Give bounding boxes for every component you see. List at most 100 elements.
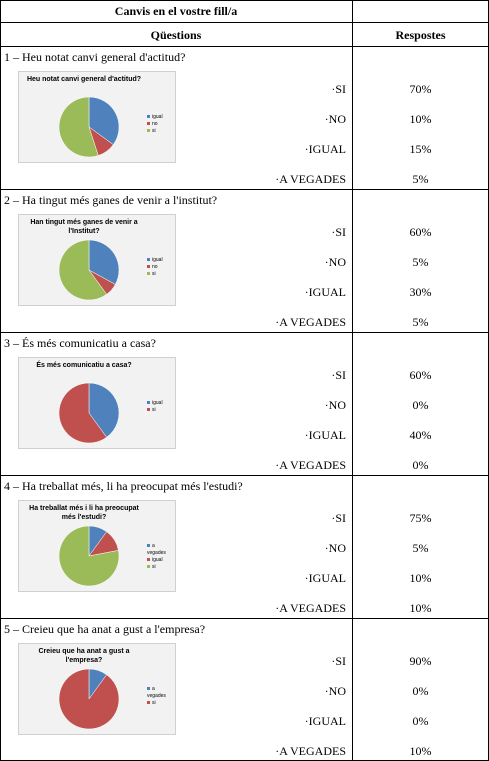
answer-label: ·NO [324, 398, 346, 412]
answer-label: ·IGUAL [304, 142, 346, 156]
border [0, 332, 489, 333]
answer-label: ·IGUAL [304, 571, 346, 585]
legend: igual no si [147, 114, 163, 135]
answer-label: ·SI [331, 511, 346, 525]
pie-slice [58, 96, 99, 158]
pie-chart [58, 525, 120, 587]
answer-value: 10% [409, 744, 432, 758]
legend-swatch [147, 129, 150, 132]
answer-label: ·IGUAL [304, 285, 346, 299]
answer-value: 10% [409, 571, 432, 585]
pie-slice [58, 382, 107, 444]
legend-swatch [147, 544, 150, 547]
pie-chart [58, 668, 120, 730]
column-header: Qüestions [150, 28, 202, 42]
question: 3 – És més comunicatiu a casa? [4, 336, 156, 350]
answer-value: 10% [409, 112, 432, 126]
answer-label: ·SI [331, 82, 346, 96]
legend-swatch [147, 258, 150, 261]
answer-value: 0% [412, 714, 429, 728]
answer-label: ·A VEGADES [275, 601, 346, 615]
answer-value: 30% [409, 285, 432, 299]
pie-slice [58, 668, 120, 730]
column-header: Respostes [395, 28, 446, 42]
chart: Ha treballat més i li ha preocupat més l… [18, 500, 176, 592]
answer-label: ·SI [331, 654, 346, 668]
legend-entry: si [147, 407, 163, 414]
legend-label: si [152, 564, 156, 570]
legend-entry: igual [147, 557, 175, 564]
answer-label: ·IGUAL [304, 428, 346, 442]
answer-value: 5% [412, 315, 429, 329]
legend-entry: si [147, 700, 175, 707]
chart: Heu notat canvi general d'actitud? igual n… [18, 71, 176, 163]
legend-entry: igual [147, 400, 163, 407]
question: 4 – Ha treballat més, li ha preocupat mé… [4, 479, 243, 493]
answer-value: 5% [412, 255, 429, 269]
legend-swatch [147, 687, 150, 690]
answer-label: ·A VEGADES [275, 458, 346, 472]
legend: a vegades igual si [147, 543, 175, 571]
legend-label: igual [152, 114, 163, 120]
answer-label: ·NO [324, 684, 346, 698]
chart-title: Han tingut més ganes de venir a l'Instit… [30, 219, 138, 235]
chart: És més comunicatiu a casa? igual si [18, 357, 176, 449]
border [0, 0, 1, 761]
question: 2 – Ha tingut més ganes de venir a l'ins… [4, 193, 218, 207]
legend-label: no [152, 121, 158, 127]
answer-label: ·NO [324, 541, 346, 555]
legend-entry: a vegades [147, 686, 175, 700]
legend: igual no si [147, 257, 163, 278]
legend: igual si [147, 400, 163, 414]
answer-value: 75% [409, 511, 432, 525]
legend-swatch [147, 565, 150, 568]
legend-label: igual [152, 400, 163, 406]
border [0, 618, 489, 619]
answer-value: 70% [409, 82, 432, 96]
answer-value: 60% [409, 225, 432, 239]
legend-entry: no [147, 121, 163, 128]
legend-label: no [152, 264, 158, 270]
question: 1 – Heu notat canvi general d'actitud? [4, 50, 186, 64]
question: 5 – Creieu que ha anat a gust a l'empres… [4, 622, 206, 636]
answer-value: 40% [409, 428, 432, 442]
answer-value: 5% [412, 172, 429, 186]
answer-value: 15% [409, 142, 432, 156]
border [0, 22, 489, 23]
legend-entry: igual [147, 114, 163, 121]
answer-value: 60% [409, 368, 432, 382]
legend-swatch [147, 408, 150, 411]
chart-title: Ha treballat més i li ha preocupat més l… [29, 505, 139, 521]
legend-entry: a vegades [147, 543, 175, 557]
answer-value: 0% [412, 398, 429, 412]
answer-label: ·NO [324, 255, 346, 269]
border [352, 0, 353, 761]
answer-label: ·A VEGADES [275, 315, 346, 329]
legend-label: si [152, 407, 156, 413]
table-title: Canvis en el vostre fill/a [114, 4, 238, 18]
answer-label: ·IGUAL [304, 714, 346, 728]
pie-slice [88, 96, 120, 145]
legend-entry: si [147, 128, 163, 135]
legend-swatch [147, 265, 150, 268]
pie-chart [58, 96, 120, 158]
legend-swatch [147, 401, 150, 404]
legend-label: a vegades [147, 686, 166, 699]
legend-swatch [147, 115, 150, 118]
border [0, 189, 489, 190]
legend-swatch [147, 701, 150, 704]
pie-slice [58, 239, 107, 301]
legend-label: a vegades [147, 543, 166, 556]
legend: a vegades si [147, 686, 175, 707]
border [0, 0, 489, 1]
pie-slice [88, 239, 120, 285]
legend-entry: igual [147, 257, 163, 264]
legend-label: si [152, 128, 156, 134]
pie-chart [58, 382, 120, 444]
pie-chart [58, 239, 120, 301]
answer-label: ·SI [331, 368, 346, 382]
pie-slice [88, 382, 120, 438]
chart: Creieu que ha anat a gust a l'empresa? a … [18, 643, 176, 735]
answer-label: ·SI [331, 225, 346, 239]
